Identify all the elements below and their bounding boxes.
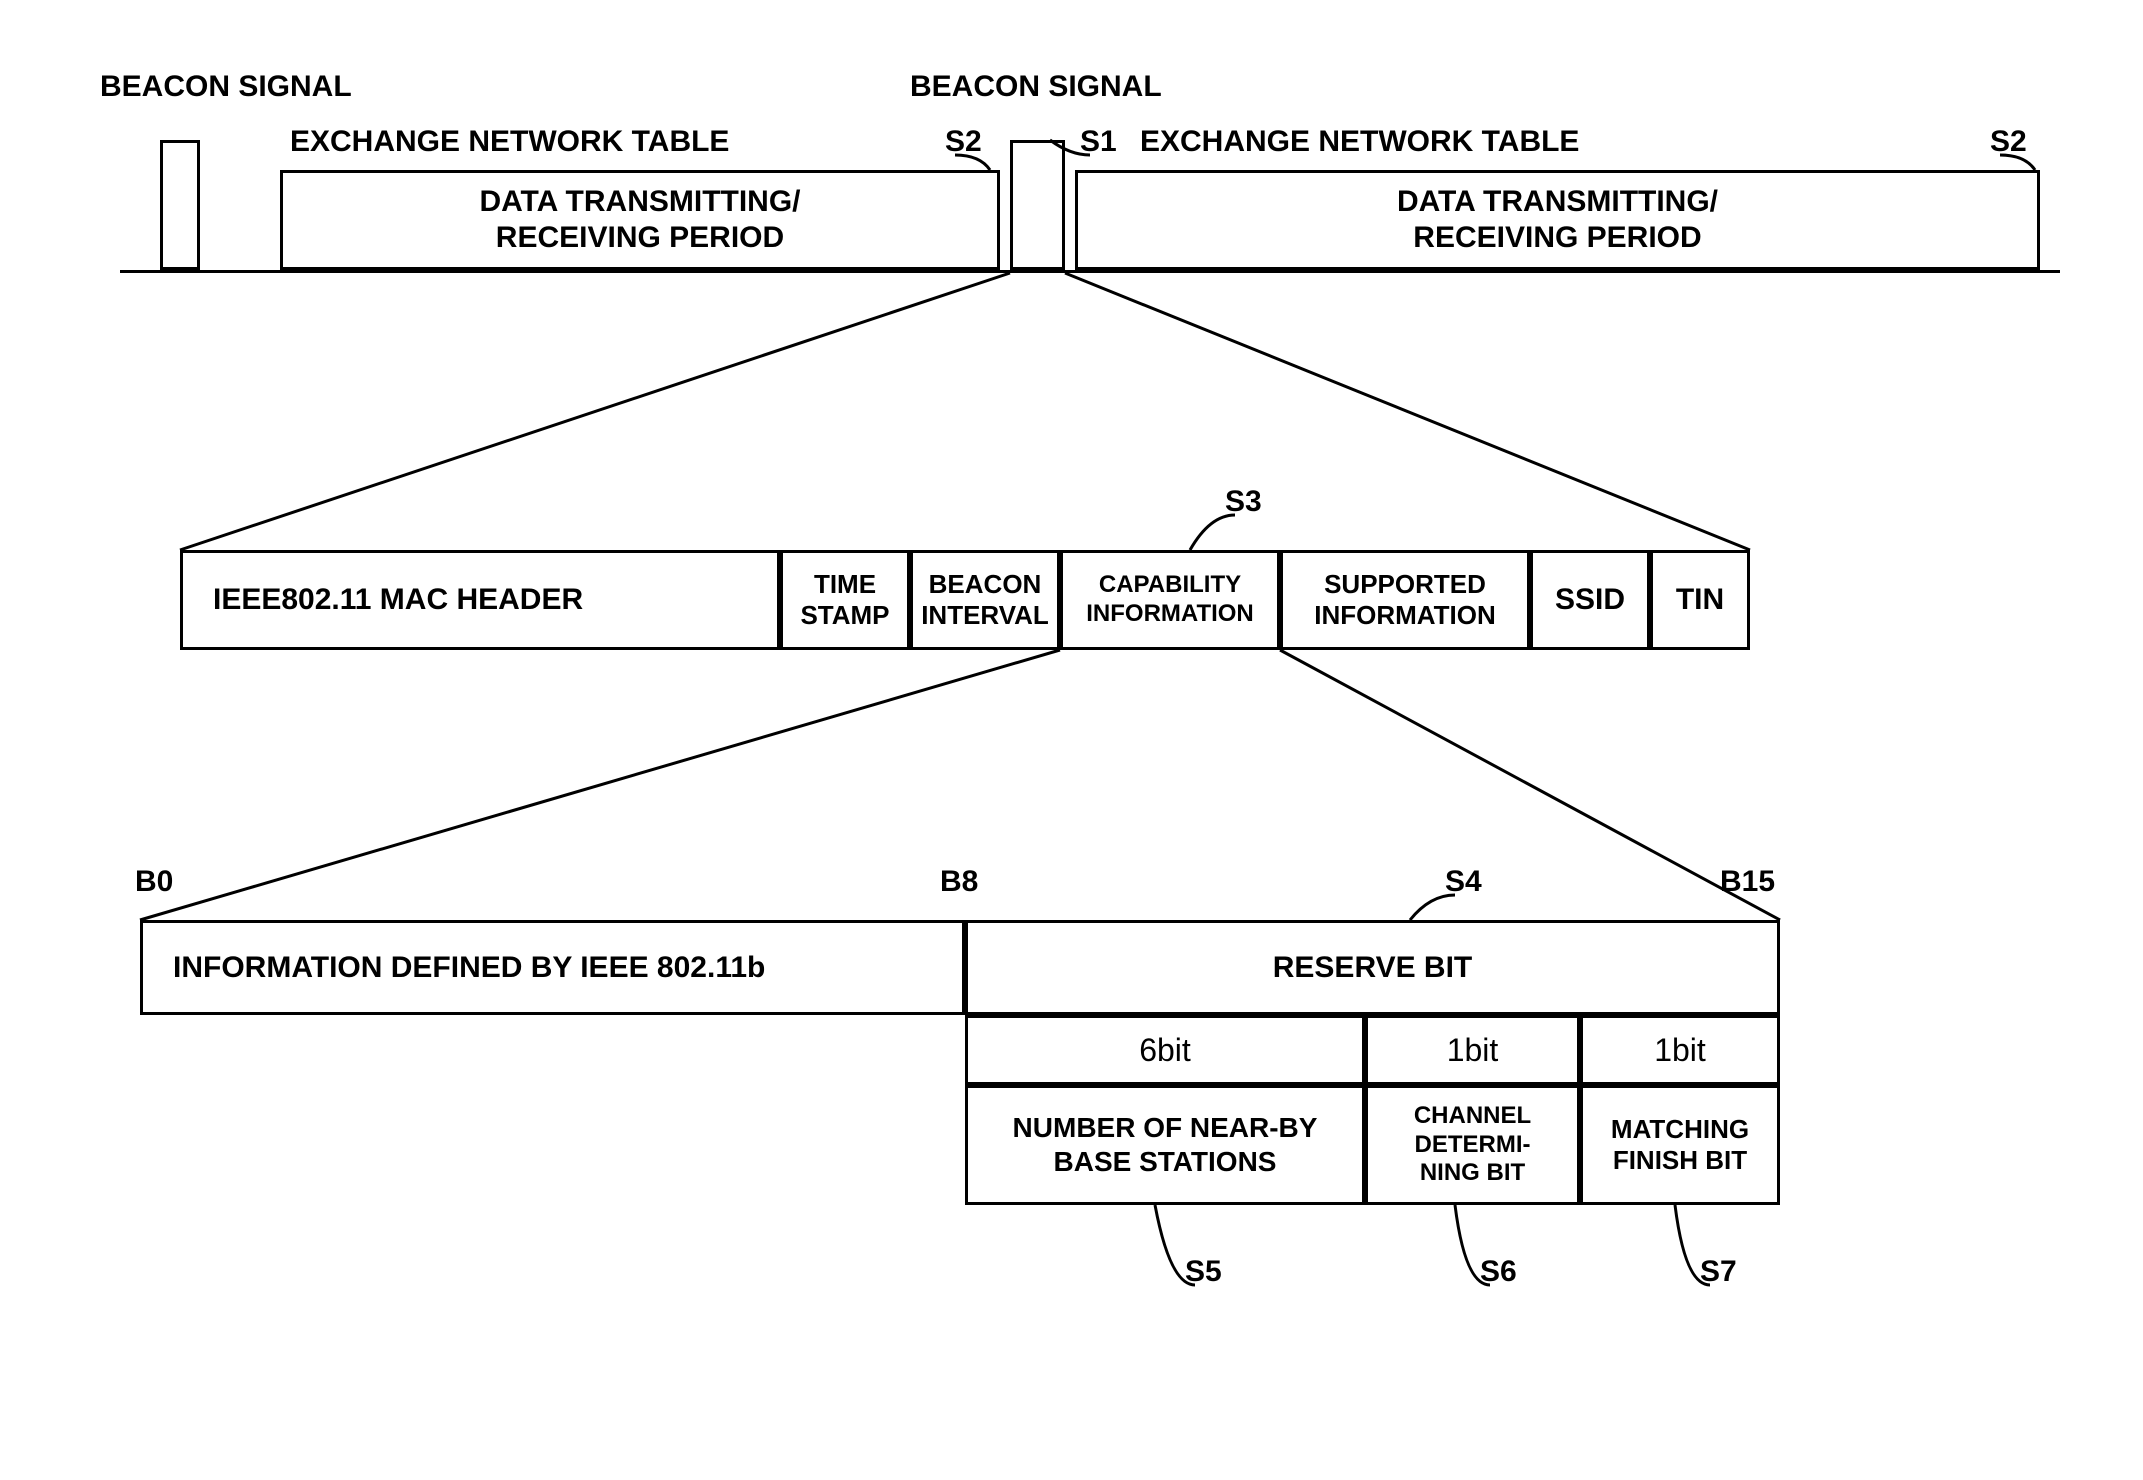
bits-6: 6bit (965, 1015, 1365, 1085)
tin: TIN (1650, 550, 1750, 650)
info-defined: INFORMATION DEFINED BY IEEE 802.11b (140, 920, 965, 1015)
b15: B15 (1720, 865, 1775, 899)
exchange-table-left-label: EXCHANGE NETWORK TABLE (290, 125, 729, 159)
supported-information: SUPPORTED INFORMATION (1280, 550, 1530, 650)
reserve-bit: RESERVE BIT (965, 920, 1780, 1015)
data-period-left: DATA TRANSMITTING/ RECEIVING PERIOD (280, 170, 1000, 270)
beacon-signal-right-label: BEACON SIGNAL (910, 70, 1162, 104)
matching-bit: MATCHING FINISH BIT (1580, 1085, 1780, 1205)
mac-header: IEEE802.11 MAC HEADER (180, 550, 780, 650)
exchange-table-right-label: EXCHANGE NETWORK TABLE (1140, 125, 1579, 159)
capability-information: CAPABILITY INFORMATION (1060, 550, 1280, 650)
s3: S3 (1225, 485, 1262, 519)
s5: S5 (1185, 1255, 1222, 1289)
s6: S6 (1480, 1255, 1517, 1289)
s7: S7 (1700, 1255, 1737, 1289)
data-period-right: DATA TRANSMITTING/ RECEIVING PERIOD (1075, 170, 2040, 270)
beacon-signal-left-label: BEACON SIGNAL (100, 70, 352, 104)
s2-right: S2 (1990, 125, 2027, 159)
nearby-stations: NUMBER OF NEAR-BY BASE STATIONS (965, 1085, 1365, 1205)
s4: S4 (1445, 865, 1482, 899)
beacon-interval: BEACON INTERVAL (910, 550, 1060, 650)
ssid: SSID (1530, 550, 1650, 650)
bits-1a: 1bit (1365, 1015, 1580, 1085)
b8: B8 (940, 865, 978, 899)
b0: B0 (135, 865, 173, 899)
s1: S1 (1080, 125, 1117, 159)
time-stamp: TIME STAMP (780, 550, 910, 650)
channel-bit: CHANNEL DETERMI- NING BIT (1365, 1085, 1580, 1205)
s2-left: S2 (945, 125, 982, 159)
bits-1b: 1bit (1580, 1015, 1780, 1085)
